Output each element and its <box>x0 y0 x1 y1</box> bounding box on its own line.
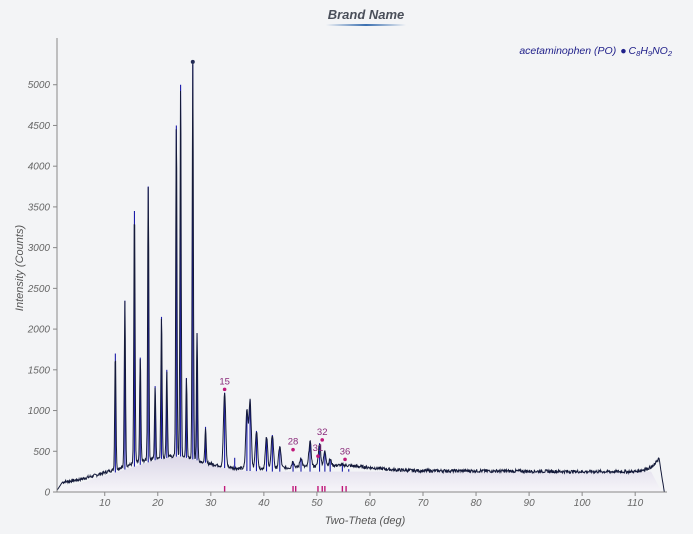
peak-label-32: 32 <box>317 427 328 438</box>
x-tick-label-3: 40 <box>258 498 270 509</box>
x-tick-label-7: 80 <box>470 498 482 509</box>
legend: acetaminophen (PO) ● C8H9NO2 <box>519 45 673 58</box>
formula-c-count: 8 <box>636 49 641 58</box>
x-tick-label-8: 90 <box>524 498 536 509</box>
y-tick-label-3: 1500 <box>28 365 51 376</box>
formula-h: H <box>640 45 648 57</box>
y-tick-label-4: 2000 <box>27 325 51 336</box>
formula-h-count: 9 <box>648 49 653 58</box>
peak-marker-32 <box>320 438 325 442</box>
x-tick-label-10: 110 <box>627 498 643 509</box>
title-underline <box>326 24 406 26</box>
formula-no: NO <box>652 45 668 57</box>
x-tick-label-2: 30 <box>205 498 217 509</box>
plot-area: 15 28 31 32 36 <box>56 59 667 493</box>
peak-marker-36 <box>343 457 347 462</box>
legend-bullet-icon: ● <box>620 45 626 57</box>
y-tick-label-2: 1000 <box>28 406 51 417</box>
legend-series-name: acetaminophen (PO) <box>519 45 616 57</box>
y-tick-label-9: 4500 <box>28 121 51 132</box>
y-tick-label-8: 4000 <box>28 162 51 173</box>
peak-label-31: 31 <box>313 443 324 454</box>
chart-title: Brand Name <box>328 7 405 22</box>
legend-entry: acetaminophen (PO) ● C8H9NO2 <box>519 45 673 58</box>
axes: 0 500 1000 1500 2000 2500 3000 3500 4000 4500 5000… <box>27 38 667 509</box>
x-axis-label: Two-Theta (deg) <box>325 515 406 527</box>
peak-label-36: 36 <box>340 446 351 457</box>
peak-label-15: 15 <box>219 376 230 387</box>
y-tick-label-7: 3500 <box>28 202 51 213</box>
x-tick-label-4: 50 <box>311 498 323 509</box>
x-tick-label-0: 10 <box>99 498 111 509</box>
peak-marker-28 <box>291 447 295 452</box>
y-tick-label-5: 2500 <box>27 284 51 295</box>
x-tick-label-5: 60 <box>364 498 376 509</box>
top-peak-marker <box>190 59 195 64</box>
y-tick-label-1: 500 <box>33 447 50 458</box>
y-tick-label-6: 3000 <box>28 243 51 254</box>
x-tick-label-1: 20 <box>151 498 164 509</box>
x-tick-label-6: 70 <box>417 498 429 509</box>
peak-label-28: 28 <box>288 437 299 448</box>
x-tick-label-9: 100 <box>574 498 591 509</box>
y-tick-label-10: 5000 <box>28 80 51 91</box>
y-tick-label-0: 0 <box>44 488 50 499</box>
formula-c: C <box>629 45 637 57</box>
peak-marker-15 <box>222 387 227 392</box>
y-axis-label: Intensity (Counts) <box>14 225 26 312</box>
observed-pattern <box>56 62 667 493</box>
peak-marker-31 <box>316 454 320 458</box>
formula-o-count: 2 <box>667 49 673 58</box>
